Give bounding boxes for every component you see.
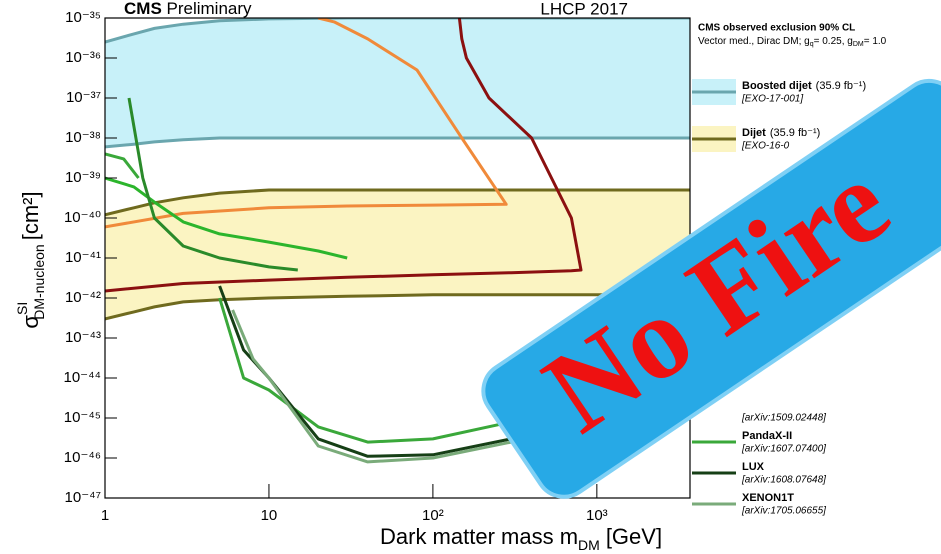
x-tick-label: 10³ xyxy=(586,507,608,524)
legend-ref: [arXiv:1705.06655] xyxy=(741,506,826,517)
series-line xyxy=(105,154,139,178)
x-tick-label: 10 xyxy=(261,507,278,524)
legend-ref: [EXO-17-001] xyxy=(741,94,803,105)
y-tick-label: 10⁻⁴⁷ xyxy=(65,489,101,506)
legend-title: CMS observed exclusion 90% CL xyxy=(698,23,855,34)
y-tick-label: 10⁻³⁶ xyxy=(65,49,101,66)
y-tick-label: 10⁻³⁷ xyxy=(66,89,101,106)
x-axis-label: Dark matter mass mDM [GeV] xyxy=(380,524,662,553)
y-tick-label: 10⁻⁴⁶ xyxy=(64,449,101,466)
x-sub: DM xyxy=(578,537,600,553)
y-tick-label: 10⁻³⁵ xyxy=(65,9,101,26)
coupling-sub: DM xyxy=(853,41,864,48)
coupling-text: = 0.25, g xyxy=(814,36,853,47)
chart-title: CMS xyxy=(124,0,162,18)
y-tick-label: 10⁻³⁸ xyxy=(65,129,101,146)
y-tick-label: 10⁻⁴⁴ xyxy=(64,369,102,386)
x-unit: [GeV] xyxy=(606,524,662,549)
legend-ref: [arXiv:1509.02448] xyxy=(741,413,826,424)
y-unit: [cm²] xyxy=(18,191,43,240)
y-tick-label: 10⁻⁴² xyxy=(65,289,101,306)
legend-label: Boosted dijet (35.9 fb⁻¹) xyxy=(742,80,866,92)
legend-name: Dijet xyxy=(742,127,766,139)
y-tick-label: 10⁻⁴⁰ xyxy=(64,209,101,226)
chart: 10⁻³⁵ 10⁻³⁶ 10⁻³⁷ 10⁻³⁸ 10⁻³⁹ 10⁻⁴⁰ 10⁻⁴¹ 10⁻⁴²… xyxy=(0,0,941,554)
x-tick-label: 10² xyxy=(422,507,444,524)
annotation: LHCP 2017 xyxy=(540,0,628,18)
legend-label: LUX xyxy=(742,461,765,473)
chart-subtitle: Preliminary xyxy=(167,0,253,18)
legend-label: Dijet (35.9 fb⁻¹) xyxy=(742,127,820,139)
y-tick-label: 10⁻⁴¹ xyxy=(65,249,101,266)
legend-ref: [EXO-16-0 xyxy=(741,141,790,152)
band-edge xyxy=(105,138,690,147)
chart-title-group: CMS Preliminary xyxy=(124,0,252,18)
legend-subtitle: Vector med., Dirac DM; gq= 0.25, gDM= 1.… xyxy=(698,36,887,48)
legend-name: PandaX-II xyxy=(742,430,792,442)
legend-label: PandaX-II xyxy=(742,430,792,442)
coupling-text: = 1.0 xyxy=(864,36,887,47)
legend-ref: [arXiv:1607.07400] xyxy=(741,444,826,455)
y-sup: SI xyxy=(14,302,30,315)
y-sub: DM-nucleon xyxy=(31,244,47,319)
y-tick-label: 10⁻⁴⁵ xyxy=(64,409,101,426)
y-axis-label: σSIDM-nucleon[cm²] xyxy=(14,191,47,328)
legend-name: LUX xyxy=(742,461,765,473)
x-tick-label: 1 xyxy=(101,507,109,524)
legend-name: Boosted dijet xyxy=(742,80,812,92)
legend-label: XENON1T xyxy=(742,492,794,504)
legend-lumi: (35.9 fb⁻¹) xyxy=(770,127,820,139)
y-tick-label: 10⁻⁴³ xyxy=(65,329,101,346)
legend-ref: [arXiv:1608.07648] xyxy=(741,475,826,486)
y-tick-label: 10⁻³⁹ xyxy=(65,169,101,186)
legend-lumi: (35.9 fb⁻¹) xyxy=(816,80,866,92)
x-label-text: Dark matter mass m xyxy=(380,524,578,549)
band-fill xyxy=(105,18,690,147)
legend-subtitle-text: Vector med., Dirac DM; g xyxy=(698,36,810,47)
legend-name: XENON1T xyxy=(742,492,794,504)
